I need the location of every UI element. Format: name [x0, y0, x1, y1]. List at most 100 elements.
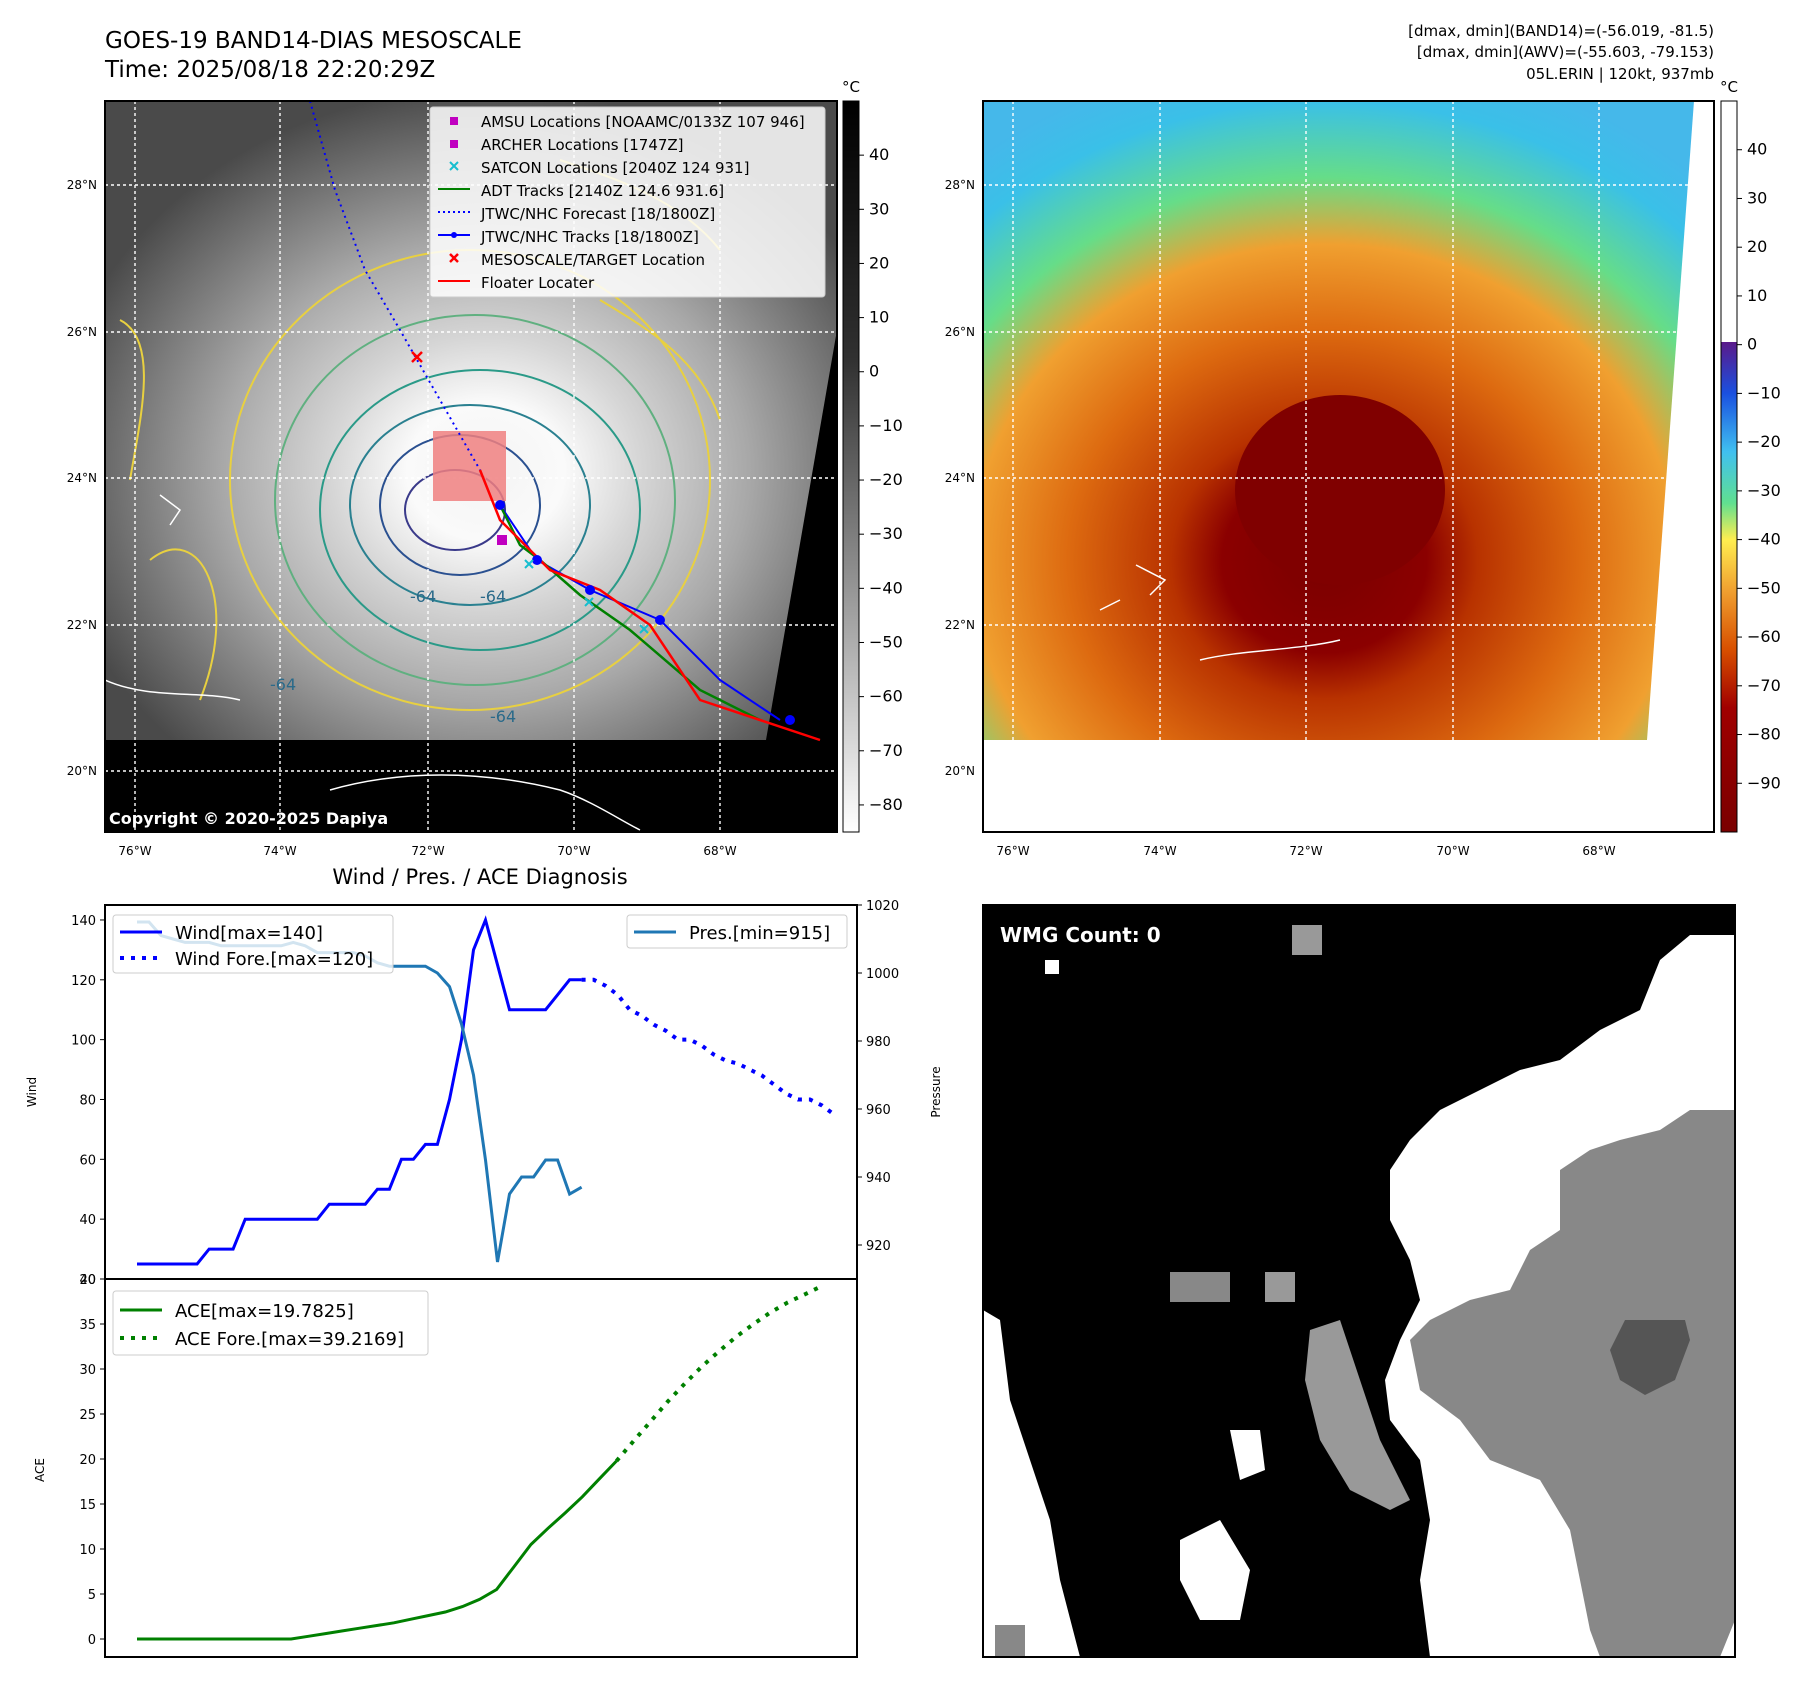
legend-wind: Wind[max=140] [175, 923, 323, 944]
axis-tick-label: 80 [79, 1093, 96, 1108]
colorbar-tick-label: −90 [1747, 773, 1781, 792]
svg-text:28°N: 28°N [67, 178, 97, 192]
legend-marker [438, 232, 470, 238]
colorbar-tick-label: −60 [1747, 627, 1781, 646]
colorbar-tick-label: −10 [1747, 383, 1781, 402]
colorbar-tick-label: −30 [1747, 481, 1781, 500]
colorbar-tick-label: 10 [1747, 286, 1767, 305]
legend-wind-forecast: Wind Fore.[max=120] [175, 949, 373, 970]
ace-series-group [137, 1284, 823, 1641]
left-lat-ticks: 28°N 26°N 24°N 22°N 20°N [67, 178, 97, 778]
axis-tick-label: 20 [79, 1453, 96, 1468]
right-ir-map [983, 101, 1714, 832]
colorbar-tick-label: 40 [1747, 140, 1767, 159]
axis-tick-label: 1000 [866, 967, 899, 982]
colorbar-tick-label: 10 [869, 308, 889, 327]
wind-line [137, 915, 582, 1266]
stats-line2: [dmax, dmin](AWV)=(-55.603, -79.153) [1416, 43, 1714, 61]
colorbar-tick-label: −50 [869, 632, 903, 651]
axis-tick-label: 140 [71, 914, 96, 929]
legend-ace-forecast: ACE Fore.[max=39.2169] [175, 1329, 404, 1350]
axis-tick-label: 100 [71, 1034, 96, 1049]
colorbar-tick-label: −20 [869, 470, 903, 489]
legend-adt: ADT Tracks [2140Z 124.6 931.6] [481, 182, 724, 200]
axis-tick-label: 940 [866, 1171, 891, 1186]
axis-tick-label: 35 [79, 1318, 96, 1333]
right-colorbar: °C 40 30 20 10 0 −10 −20 −30 −40 −50 −60 −70 −80 −90 [1720, 78, 1781, 833]
colorbar-tick-label: −60 [869, 687, 903, 706]
legend-floater: Floater Locater [481, 274, 595, 292]
svg-text:24°N: 24°N [945, 471, 975, 485]
map-title-line1: GOES-19 BAND14-DIAS MESOSCALE [105, 28, 522, 54]
axis-tick-label: 40 [79, 1213, 96, 1228]
svg-text:76°W: 76°W [996, 844, 1029, 858]
axis-tick-label: 960 [866, 1103, 891, 1118]
legend-amsu: AMSU Locations [NOAAMC/0133Z 107 946] [481, 113, 805, 131]
colorbar-tick-label: 0 [1747, 335, 1757, 354]
svg-text:28°N: 28°N [945, 178, 975, 192]
colorbar-tick-label: 20 [869, 253, 889, 272]
colorbar-tick-label: −80 [869, 795, 903, 814]
colorbar-tick-label: 40 [869, 145, 889, 164]
contour-label: -64 [410, 587, 436, 606]
svg-text:74°W: 74°W [1143, 844, 1176, 858]
colorbar-tick-label: 30 [869, 199, 889, 218]
svg-text:26°N: 26°N [67, 325, 97, 339]
legend-target: MESOSCALE/TARGET Location [481, 251, 705, 269]
wmg-panel: WMG Count: 0 [983, 905, 1735, 1657]
wind-ylabel: Wind [25, 1077, 39, 1107]
right-colorbar-unit: °C [1720, 78, 1738, 96]
left-colorbar-unit: °C [842, 78, 860, 96]
axis-tick-label: 20 [79, 1273, 96, 1288]
axis-tick-label: 1020 [866, 899, 899, 914]
wind-legend: Wind[max=140] Wind Fore.[max=120] [112, 914, 394, 974]
colorbar-tick-label: −40 [869, 578, 903, 597]
colorbar-tick-label: −10 [869, 416, 903, 435]
colorbar-tick-label: −30 [869, 524, 903, 543]
diagnosis-title: Wind / Pres. / ACE Diagnosis [332, 865, 627, 889]
ace-forecast-line [614, 1284, 823, 1463]
copyright: Copyright © 2020-2025 Dapiya [109, 809, 388, 828]
svg-text:22°N: 22°N [67, 618, 97, 632]
svg-text:72°W: 72°W [1289, 844, 1322, 858]
axis-tick-label: 5 [88, 1588, 96, 1603]
legend-ace: ACE[max=19.7825] [175, 1301, 354, 1322]
svg-text:68°W: 68°W [1582, 844, 1615, 858]
pressure-ylabel: Pressure [929, 1066, 943, 1117]
axis-tick-label: 30 [79, 1363, 96, 1378]
colorbar-tick-label: 0 [869, 362, 879, 381]
legend-marker [449, 161, 459, 171]
legend-satcon: SATCON Locations [2040Z 124 931] [481, 159, 749, 177]
axis-tick-label: 920 [866, 1239, 891, 1254]
svg-text:74°W: 74°W [263, 844, 296, 858]
colorbar-tick-label: −20 [1747, 432, 1781, 451]
svg-text:20°N: 20°N [67, 764, 97, 778]
stats-line1: [dmax, dmin](BAND14)=(-56.019, -81.5) [1408, 22, 1714, 40]
axis-tick-label: 980 [866, 1035, 891, 1050]
ace-line [137, 1459, 618, 1641]
svg-text:76°W: 76°W [118, 844, 151, 858]
map-title-line2: Time: 2025/08/18 22:20:29Z [105, 57, 436, 83]
contour-label: -64 [480, 587, 506, 606]
colorbar-tick-label: −70 [1747, 676, 1781, 695]
svg-text:70°W: 70°W [557, 844, 590, 858]
colorbar-tick-label: −50 [1747, 578, 1781, 597]
svg-text:22°N: 22°N [945, 618, 975, 632]
right-lon-ticks: 76°W 74°W 72°W 70°W 68°W [996, 844, 1615, 858]
axis-tick-label: 120 [71, 974, 96, 989]
pressure-legend: Pres.[min=915] [626, 914, 848, 949]
ace-legend: ACE[max=19.7825] ACE Fore.[max=39.2169] [112, 1290, 429, 1356]
colorbar-tick-label: 30 [1747, 188, 1767, 207]
legend-marker [450, 140, 458, 148]
axis-tick-label: 25 [79, 1408, 96, 1423]
colorbar-tick-label: −70 [869, 741, 903, 760]
axis-tick-label: 10 [79, 1543, 96, 1558]
legend-archer: ARCHER Locations [1747Z] [481, 136, 684, 154]
legend-marker [450, 117, 458, 125]
svg-text:68°W: 68°W [703, 844, 736, 858]
colorbar-tick-label: −80 [1747, 725, 1781, 744]
svg-text:70°W: 70°W [1436, 844, 1469, 858]
svg-text:26°N: 26°N [945, 325, 975, 339]
map-legend: AMSU Locations [NOAAMC/0133Z 107 946] AR… [429, 106, 826, 298]
